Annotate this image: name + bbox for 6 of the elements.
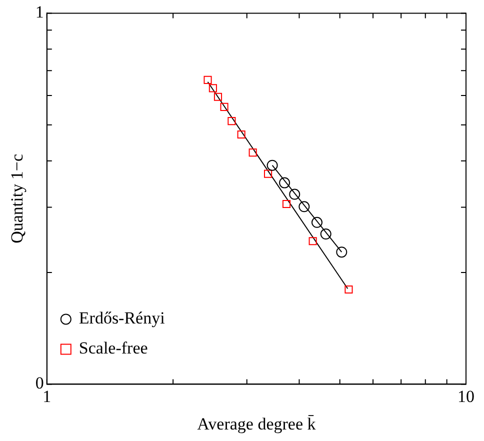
x-tick-label: 10 bbox=[458, 386, 474, 406]
y-tick-label: 0 bbox=[35, 374, 44, 393]
y-axis-title: Quantity 1−c bbox=[8, 154, 27, 244]
legend-label: Erdős-Rényi bbox=[78, 308, 166, 328]
legend-label: Scale-free bbox=[78, 338, 148, 358]
x-axis-title: Average degree k̄ bbox=[197, 414, 316, 434]
